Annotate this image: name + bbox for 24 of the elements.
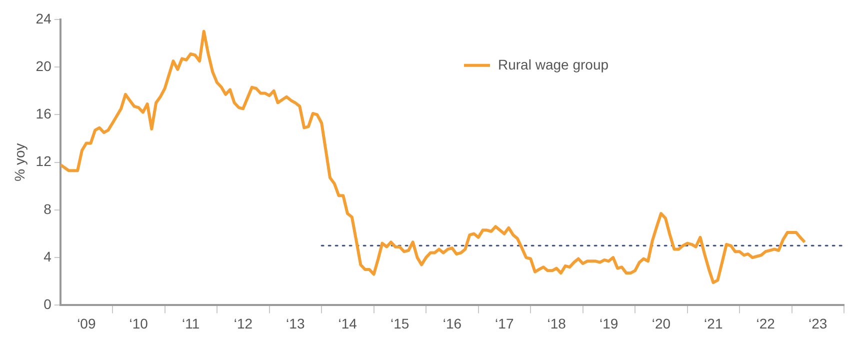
x-tick-label: ‘21 — [704, 315, 723, 332]
y-tick-label: 8 — [44, 200, 52, 217]
y-tick-label: 4 — [44, 248, 52, 264]
y-tick-label: 20 — [36, 58, 52, 74]
x-tick-label: ‘22 — [756, 315, 776, 332]
y-tick-label: 16 — [36, 106, 52, 122]
x-tick-label: ‘17 — [495, 315, 514, 332]
x-tick-label: ‘18 — [547, 315, 566, 332]
x-tick-label: ‘15 — [390, 315, 410, 332]
y-tick-label: 12 — [36, 153, 52, 170]
x-tick-label: ‘12 — [234, 315, 253, 332]
y-tick-label: 24 — [36, 10, 52, 26]
x-tick-label: ‘20 — [652, 315, 671, 332]
x-tick-label: ‘23 — [808, 315, 828, 332]
y-axis-title: % yoy — [11, 143, 28, 182]
x-tick-label: ‘10 — [129, 315, 148, 332]
x-tick-label: ‘16 — [442, 315, 462, 332]
x-tick-label: ‘13 — [286, 315, 305, 332]
x-tick-label: ‘09 — [77, 315, 96, 332]
x-tick-label: ‘14 — [338, 315, 358, 332]
x-tick-label: ‘11 — [182, 315, 200, 332]
y-tick-label: 0 — [44, 296, 52, 312]
legend-label: Rural wage group — [498, 56, 609, 72]
x-tick-label: ‘19 — [599, 315, 618, 332]
